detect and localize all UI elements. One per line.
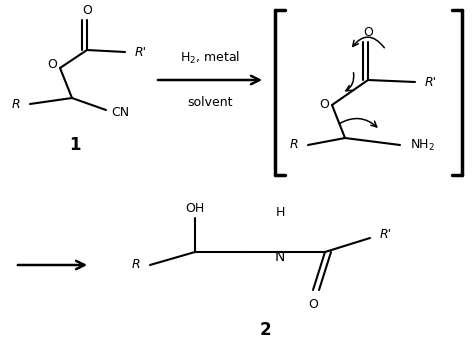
Text: O: O [47,58,57,71]
Text: 2: 2 [259,321,271,339]
Text: R: R [290,139,298,152]
Text: O: O [308,298,318,310]
Text: H$_2$, metal: H$_2$, metal [180,50,240,66]
Text: H: H [275,205,285,218]
Text: R': R' [135,46,147,58]
Text: OH: OH [185,202,205,215]
Text: O: O [363,26,373,38]
Text: O: O [319,98,329,112]
Text: CN: CN [111,105,129,119]
Text: 1: 1 [69,136,81,154]
Text: R: R [132,259,140,272]
Text: R': R' [380,228,392,240]
Text: solvent: solvent [187,96,233,108]
Text: N: N [275,250,285,264]
Text: NH$_2$: NH$_2$ [410,138,435,153]
Text: R: R [12,98,20,111]
Text: R': R' [425,76,437,89]
Text: O: O [82,4,92,16]
